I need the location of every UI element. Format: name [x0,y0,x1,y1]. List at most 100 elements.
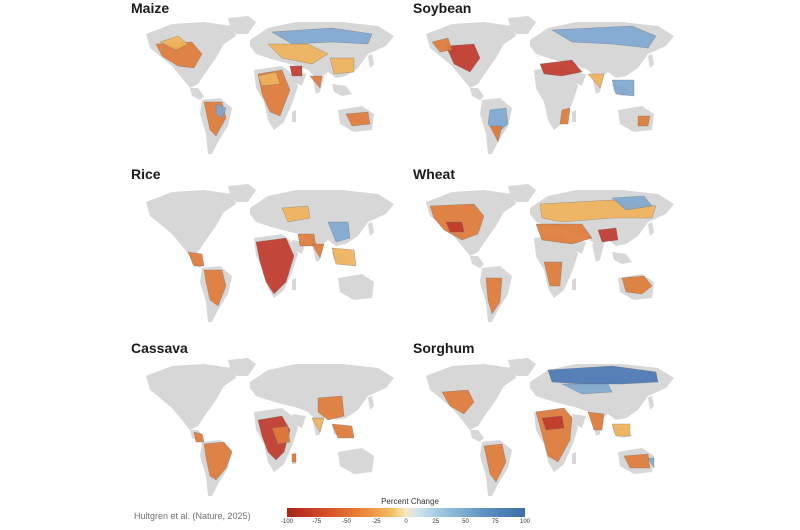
landmass-ca [470,88,484,100]
landmass-ca [470,256,484,268]
landmass-sea [332,84,352,96]
landmass-japan [648,222,654,236]
yield-change-region-loss [441,389,475,415]
legend-tick-label: 0 [404,519,408,525]
landmass-na [146,190,236,256]
yield-change-region-loss [485,277,503,315]
landmass-madagascar [572,452,576,464]
yield-change-region-loss [345,111,371,127]
map-sorghum [412,356,680,501]
yield-change-region-loss [311,243,325,259]
yield-change-region-gain [611,195,653,211]
landmass-sea [612,252,632,264]
yield-change-region-loss [193,431,205,443]
yield-change-region-mild-loss [329,57,355,75]
yield-change-region-deep-loss [445,221,465,233]
panel-title-sorghum: Sorghum [413,340,475,356]
yield-change-region-deep-loss [539,59,583,77]
yield-change-region-loss [291,453,297,463]
landmass-arabia [572,72,586,86]
landmass-greenland [508,358,536,376]
panel-title-soybean: Soybean [413,0,472,16]
legend-tick-label: -100 [280,519,294,525]
yield-change-region-loss [203,441,233,481]
landmass-ca [190,88,204,100]
yield-change-region-mild-loss [611,423,631,437]
landmass-greenland [228,184,256,202]
landmass-madagascar [572,110,576,122]
yield-change-region-loss [271,425,291,445]
landmass-arabia [292,414,306,428]
yield-change-region-loss [331,423,355,439]
legend-tick-label: -25 [371,519,381,525]
panel-title-maize: Maize [131,0,170,16]
yield-change-region-loss [543,261,563,287]
legend-tick-label: 75 [491,519,499,525]
map-maize-svg [146,16,394,154]
map-cassava [132,356,400,501]
landmass-africa [534,66,578,130]
yield-change-region-loss [587,411,605,431]
map-rice [132,182,400,327]
yield-change-region-loss [535,223,593,245]
landmass-japan [648,396,654,410]
yield-change-region-gain [327,221,351,243]
map-soybean-svg [426,16,674,154]
landmass-greenland [228,358,256,376]
yield-change-region-mild-loss [281,205,311,223]
legend-color-bar [287,508,525,517]
legend-tick-label: 100 [519,519,531,525]
yield-change-region-deep-loss [597,227,619,243]
legend-tick-label: 25 [432,519,440,525]
yield-change-region-mild-loss [587,73,605,89]
yield-change-region-gain [611,79,635,97]
map-cassava-svg [146,358,394,496]
yield-change-region-deep-loss [255,237,295,295]
map-wheat [412,182,680,327]
landmass-madagascar [292,278,296,290]
panel-title-rice: Rice [131,166,161,182]
map-sorghum-svg [426,358,674,496]
yield-change-region-loss [203,269,227,307]
panel-title-cassava: Cassava [131,340,188,356]
landmass-eurasia [250,190,394,248]
map-soybean [412,14,680,159]
yield-change-region-loss [637,115,651,127]
yield-change-region-deep-loss [289,65,303,77]
landmass-madagascar [292,110,296,122]
yield-change-region-gain [215,103,227,119]
landmass-japan [368,222,374,236]
landmass-ca [470,430,484,442]
yield-change-region-strong-gain [547,365,659,385]
yield-change-region-loss [623,453,651,469]
landmass-arabia [572,240,586,254]
yield-change-region-mild-loss [267,43,329,65]
yield-change-region-loss [317,395,345,421]
yield-change-region-loss [489,125,503,143]
yield-change-region-mild-loss [331,247,357,267]
yield-change-region-loss [187,251,205,267]
yield-change-region-deep-loss [445,43,481,73]
yield-change-region-loss [309,75,323,89]
legend-title: Percent Change [381,497,439,506]
legend-tick-label: -50 [342,519,351,525]
yield-change-region-gain [561,383,613,395]
landmass-greenland [508,16,536,34]
yield-change-region-gain [647,457,655,469]
map-rice-svg [146,184,394,322]
landmass-greenland [228,16,256,34]
source-credit: Hultgren et al. (Nature, 2025) [134,511,251,521]
yield-change-region-mild-loss [159,35,189,51]
landmass-eurasia [250,364,394,422]
landmass-india [592,244,604,262]
legend-tick-label: 50 [462,519,469,525]
yield-change-region-deep-loss [541,415,565,431]
panel-title-wheat: Wheat [413,166,455,182]
landmass-japan [648,54,654,68]
map-wheat-svg [426,184,674,322]
landmass-greenland [508,184,536,202]
yield-change-region-loss [431,37,453,53]
map-maize [132,14,400,159]
landmass-japan [368,54,374,68]
